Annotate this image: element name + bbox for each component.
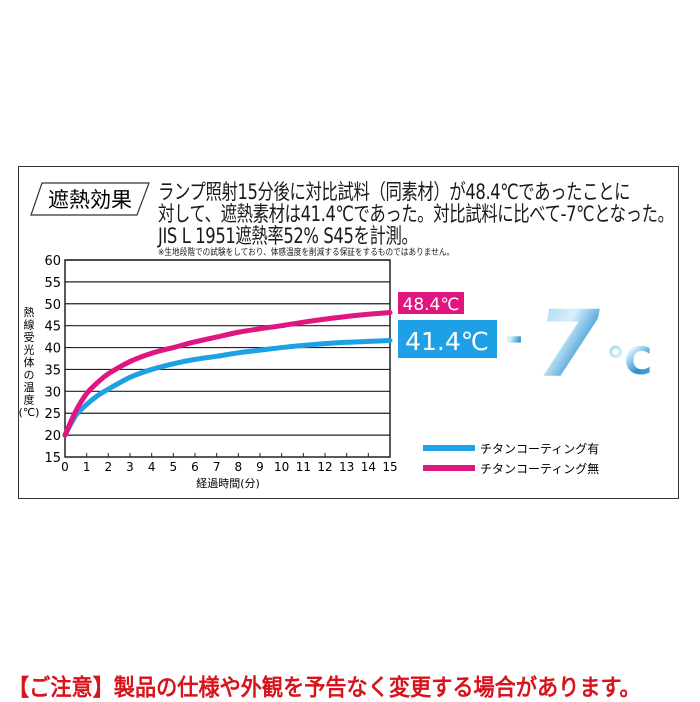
series-line-0 <box>62 338 393 438</box>
y-tick-label: 35 <box>44 363 61 378</box>
y-axis-label-char: 線 <box>24 318 35 332</box>
x-tick-label: 0 <box>61 460 69 474</box>
y-axis-label-char: 度 <box>24 393 35 407</box>
y-axis-label-char: 熱 <box>24 306 35 319</box>
y-axis-label-char: 温 <box>24 381 35 394</box>
series-line-1 <box>62 310 393 438</box>
x-tick-label: 3 <box>126 460 134 474</box>
difference-sign: - <box>505 312 523 363</box>
with-coating-badge <box>398 320 497 358</box>
disclaimer-note: ※生地段階での試験をしており、体感温度を削減する保証をするものではありません。 <box>158 248 455 258</box>
x-tick-label: 7 <box>213 460 221 474</box>
x-tick-label: 6 <box>191 460 199 474</box>
x-axis-label: 経過時間(分) <box>196 477 260 490</box>
x-tick-label: 9 <box>256 460 264 474</box>
x-tick-label: 10 <box>274 460 289 474</box>
y-tick-label: 45 <box>44 320 61 335</box>
title-text: 遮熱効果 <box>48 188 132 212</box>
x-tick-label: 15 <box>382 460 397 474</box>
y-axis-label-char: の <box>24 369 35 382</box>
without-coating-badge <box>398 292 464 314</box>
x-tick-label: 8 <box>235 460 243 474</box>
x-tick-label: 2 <box>105 460 113 474</box>
x-tick-label: 13 <box>339 460 354 474</box>
x-tick-label: 12 <box>317 460 332 474</box>
title-badge: 遮熱効果 <box>30 182 150 216</box>
with-coating-value: 41.4℃ <box>405 327 489 356</box>
plot-area <box>64 259 391 458</box>
x-tick-label: 4 <box>148 460 156 474</box>
caution-notice: 【ご注意】製品の仕様や外観を予告なく変更する場合があります。 <box>8 675 641 701</box>
x-tick-label: 11 <box>296 460 311 474</box>
x-tick-label: 14 <box>361 460 376 474</box>
legend-label-without: チタンコーティング無 <box>480 461 599 476</box>
y-tick-label: 20 <box>44 429 61 444</box>
x-tick-label: 1 <box>83 460 91 474</box>
legend-label-with: チタンコーティング有 <box>480 442 599 456</box>
description-line-2: 対して、遮熱素材は41.4℃であった。対比試料に比べて-7℃となった。 <box>158 202 674 226</box>
description-line-1: ランプ照射15分後に対比試料（同素材）が48.4℃であったことに <box>158 180 631 204</box>
chart-frame <box>18 166 679 499</box>
description-line-3: JIS L 1951遮熱率52% S45を計測。 <box>158 224 418 248</box>
y-tick-label: 15 <box>44 451 61 466</box>
y-axis-label-char: (℃) <box>19 406 40 419</box>
without-coating-value: 48.4℃ <box>403 295 460 315</box>
y-tick-label: 25 <box>44 407 61 422</box>
y-tick-label: 40 <box>44 342 61 357</box>
y-tick-label: 55 <box>44 276 61 291</box>
y-axis-label-char: 体 <box>24 355 35 369</box>
y-axis-label-char: 受 <box>24 331 35 344</box>
difference-unit: ℃ <box>606 339 652 383</box>
y-tick-label: 60 <box>44 254 61 269</box>
y-tick-label: 50 <box>44 298 61 313</box>
y-axis-label-char: 光 <box>24 343 35 357</box>
y-tick-label: 30 <box>44 385 61 400</box>
difference-number: 7 <box>536 291 600 398</box>
x-tick-label: 5 <box>170 460 178 474</box>
